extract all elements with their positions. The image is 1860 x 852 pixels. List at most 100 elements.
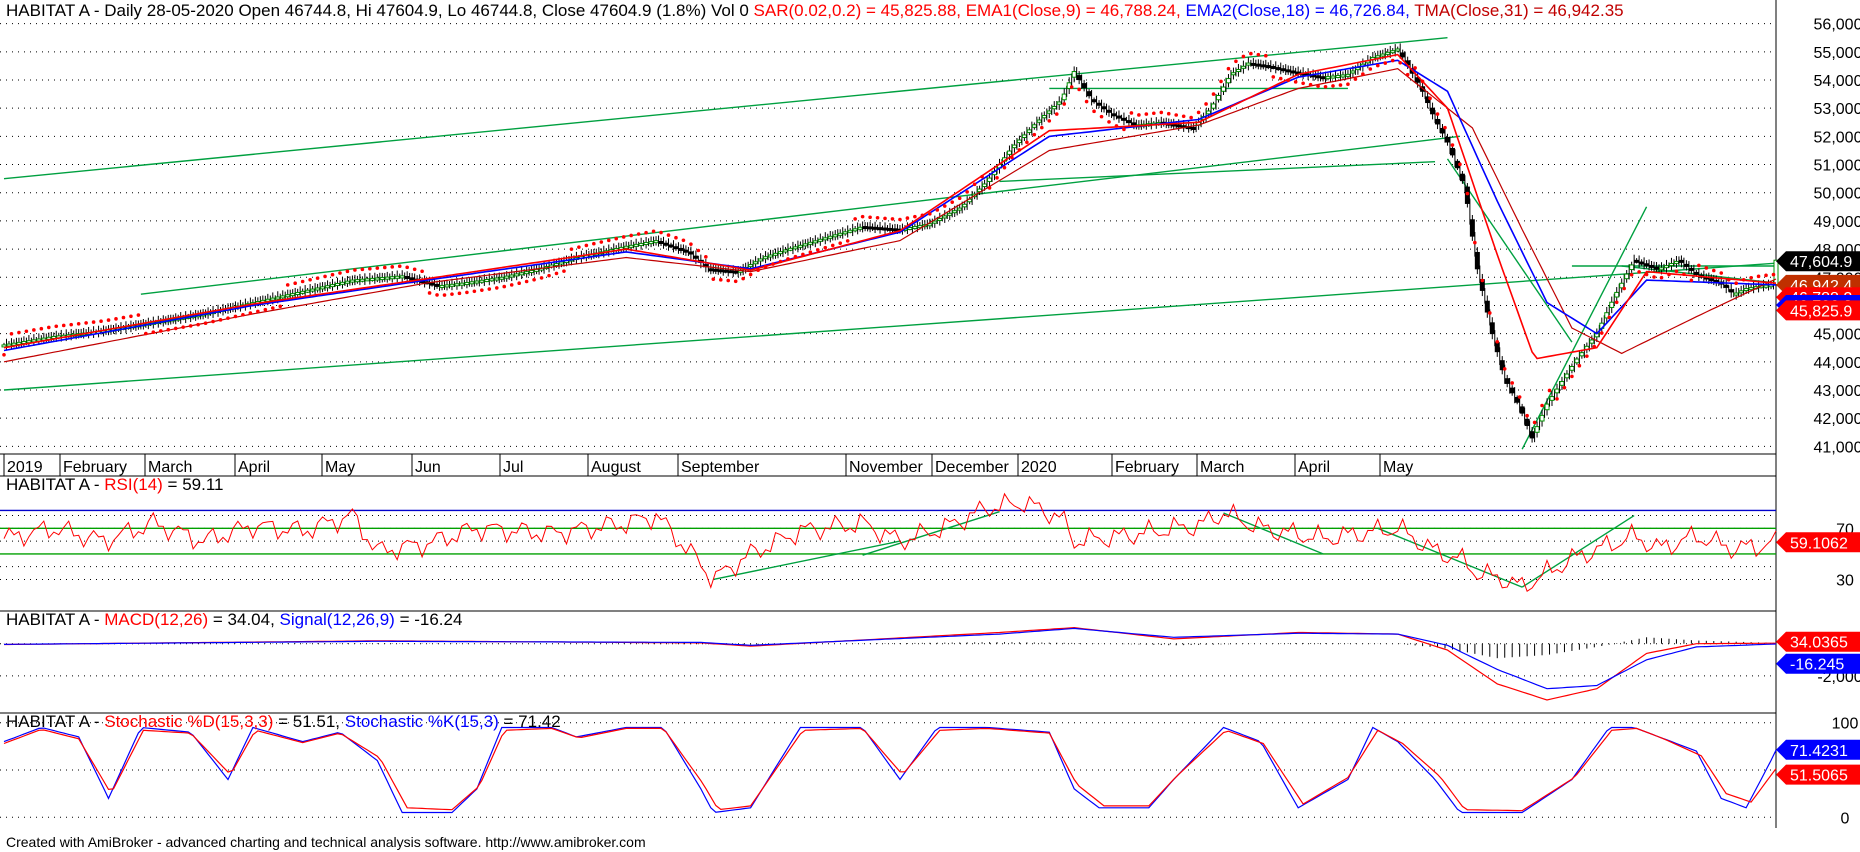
bar-body — [1191, 126, 1197, 130]
sar-dot — [1719, 271, 1724, 275]
header-part: HABITAT A - — [6, 712, 104, 731]
bar-body — [1644, 263, 1650, 267]
bar-body — [947, 212, 953, 216]
bar-body — [1609, 301, 1615, 308]
bar-body — [1096, 102, 1102, 106]
trend-line — [999, 161, 1436, 183]
bar-body — [354, 279, 360, 283]
sar-dot — [1570, 374, 1574, 379]
sar-dot — [905, 216, 910, 220]
sar-dot — [248, 311, 253, 315]
sar-dot — [76, 321, 81, 326]
sar-dot — [173, 326, 178, 331]
bar-body — [1340, 74, 1346, 78]
sar-dot — [405, 265, 409, 270]
sar-dot — [353, 268, 357, 272]
trend-line — [3, 37, 1448, 180]
price-tick-label: 41,000 — [1814, 439, 1860, 456]
rsi-trend-line — [713, 540, 901, 581]
bar-body — [683, 249, 689, 253]
sar-dot — [801, 252, 805, 257]
header-part: = -16.24 — [395, 610, 463, 629]
stoch-header: HABITAT A - Stochastic %D(15,3,3) = 51.5… — [6, 712, 561, 731]
bar-body — [862, 226, 868, 230]
macd-badge: -16.245 — [1776, 653, 1860, 674]
bar-body — [409, 277, 415, 281]
bar-body — [1071, 71, 1077, 78]
sar-dot — [1084, 99, 1089, 104]
sar-dot — [69, 322, 73, 327]
bar-body — [484, 279, 490, 283]
header-part: HABITAT A - — [6, 475, 104, 494]
sar-dot — [1711, 268, 1716, 273]
bar-body — [1469, 219, 1475, 237]
sar-dot — [1480, 278, 1485, 283]
bar-body — [554, 263, 560, 267]
bar-body — [1708, 278, 1714, 282]
sar-dot — [1487, 311, 1492, 315]
price-badge-label: 45,825.9 — [1790, 303, 1852, 320]
sar-dot — [1435, 112, 1440, 116]
stoch-tick-label: 0 — [1841, 810, 1850, 827]
sar-dot — [659, 230, 663, 235]
bar-body — [872, 226, 878, 230]
sar-dot — [1510, 381, 1514, 385]
bar-body — [1400, 52, 1406, 58]
price-tick-label: 52,000 — [1814, 129, 1860, 146]
bar-body — [857, 226, 863, 230]
sar-dot — [1764, 273, 1768, 278]
sar-dot — [211, 319, 215, 324]
bar-body — [464, 282, 470, 286]
sar-dot — [420, 269, 424, 274]
bar-body — [1659, 267, 1665, 271]
sar-dot — [1301, 81, 1305, 86]
bar-body — [11, 342, 17, 346]
sar-dot — [972, 182, 977, 187]
sar-dot — [480, 288, 484, 292]
sar-dot — [696, 248, 701, 253]
bar-body — [1589, 339, 1595, 344]
sar-dot — [323, 274, 327, 279]
sar-dots — [2, 51, 1776, 425]
sar-dot — [509, 283, 514, 287]
bar-body — [1654, 266, 1660, 270]
sar-dot — [1032, 132, 1037, 137]
sar-dot — [554, 271, 559, 276]
price-tick-label: 42,000 — [1814, 411, 1860, 428]
bar-body — [907, 226, 913, 230]
bar-body — [1554, 388, 1560, 394]
bar-body — [792, 246, 798, 250]
bar-body — [369, 277, 375, 281]
sar-dot — [233, 314, 238, 319]
date-label: April — [238, 459, 270, 476]
rsi-header: HABITAT A - RSI(14) = 59.11 — [6, 475, 223, 494]
sar-dot — [442, 293, 447, 297]
rsi-trend-line — [1377, 527, 1523, 588]
sar-dot — [1040, 125, 1044, 130]
bar-body — [1614, 291, 1620, 298]
badge-box — [1776, 300, 1860, 321]
bar-body — [1255, 63, 1261, 67]
sar-dot — [1465, 191, 1470, 196]
bar-body — [275, 296, 281, 300]
bar-body — [1245, 62, 1251, 66]
ma-line-ema2 — [3, 59, 1777, 352]
sar-dot — [218, 318, 223, 322]
sar-dot — [1234, 59, 1238, 64]
price-badge: 47,604.9 — [1776, 251, 1860, 272]
bar-body — [399, 275, 405, 279]
price-badge-label: 47,604.9 — [1790, 254, 1852, 271]
date-label: 2019 — [7, 459, 43, 476]
sar-dot — [875, 216, 880, 220]
sar-dot — [241, 312, 245, 317]
sar-dot — [629, 233, 633, 238]
bar-body — [643, 242, 649, 246]
bar-body — [932, 220, 938, 224]
date-label: Jun — [415, 459, 441, 476]
sar-dot — [1249, 51, 1253, 56]
sar-dot — [1010, 155, 1014, 160]
stoch-badge-label: 51.5065 — [1790, 768, 1848, 785]
bar-body — [797, 244, 803, 248]
bar-body — [1678, 259, 1684, 263]
sar-dot — [1361, 72, 1365, 76]
